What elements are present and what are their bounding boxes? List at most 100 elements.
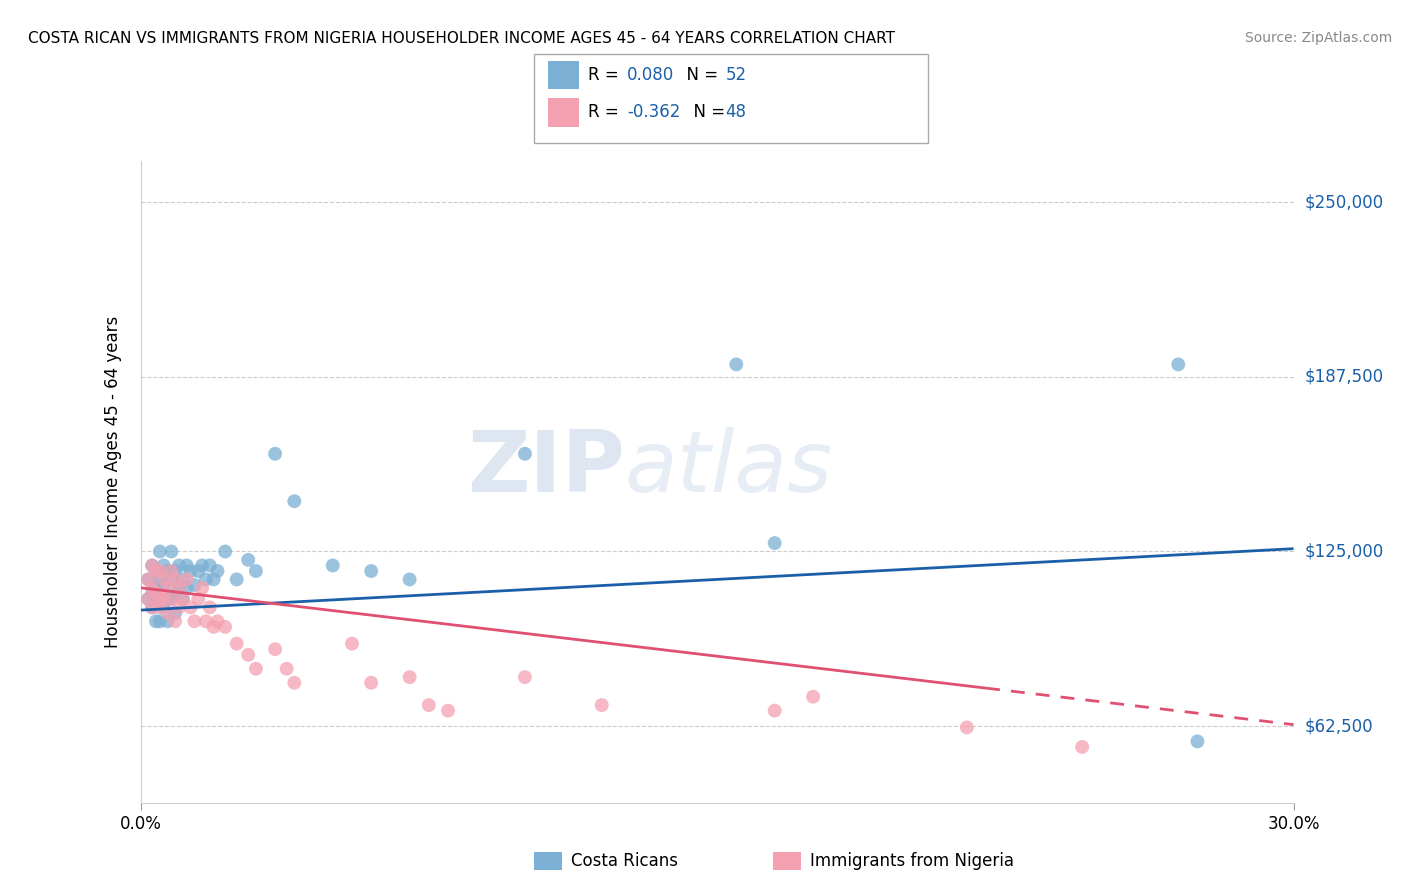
- Point: [136, 591, 159, 606]
- Point: [1167, 358, 1189, 372]
- Point: [191, 581, 214, 595]
- Point: [198, 558, 221, 573]
- Point: [149, 544, 172, 558]
- Text: Costa Ricans: Costa Ricans: [571, 852, 678, 870]
- Point: [183, 578, 205, 592]
- Text: $62,500: $62,500: [1305, 717, 1374, 735]
- Point: [1071, 739, 1094, 754]
- Point: [245, 564, 267, 578]
- Point: [180, 564, 202, 578]
- Y-axis label: Householder Income Ages 45 - 64 years: Householder Income Ages 45 - 64 years: [104, 316, 122, 648]
- Point: [187, 591, 209, 606]
- Point: [264, 642, 287, 657]
- Point: [187, 564, 209, 578]
- Point: [194, 573, 217, 587]
- Text: $250,000: $250,000: [1305, 194, 1384, 211]
- Point: [763, 704, 786, 718]
- Point: [152, 578, 174, 592]
- Point: [141, 558, 163, 573]
- Text: Immigrants from Nigeria: Immigrants from Nigeria: [810, 852, 1014, 870]
- Point: [172, 591, 194, 606]
- Point: [398, 573, 420, 587]
- Text: ZIP: ZIP: [467, 427, 624, 510]
- Point: [156, 564, 179, 578]
- Point: [238, 553, 260, 567]
- Point: [725, 358, 748, 372]
- Text: 52: 52: [725, 66, 747, 84]
- Point: [152, 600, 174, 615]
- Point: [238, 648, 260, 662]
- Point: [141, 600, 163, 615]
- Point: [160, 591, 183, 606]
- Point: [149, 591, 172, 606]
- Text: $125,000: $125,000: [1305, 542, 1384, 560]
- Point: [202, 620, 225, 634]
- Point: [340, 637, 363, 651]
- Point: [283, 675, 305, 690]
- Text: 48: 48: [725, 103, 747, 121]
- Text: N =: N =: [683, 103, 731, 121]
- Point: [225, 573, 247, 587]
- Point: [156, 615, 179, 629]
- Point: [160, 591, 183, 606]
- Point: [264, 447, 287, 461]
- Point: [136, 591, 159, 606]
- Point: [141, 558, 163, 573]
- Point: [207, 615, 229, 629]
- Text: $187,500: $187,500: [1305, 368, 1384, 386]
- Point: [194, 615, 217, 629]
- Point: [165, 586, 187, 600]
- Point: [176, 573, 198, 587]
- Point: [418, 698, 440, 712]
- Point: [180, 600, 202, 615]
- Point: [156, 606, 179, 620]
- Point: [141, 586, 163, 600]
- Point: [283, 494, 305, 508]
- Point: [165, 573, 187, 587]
- Point: [167, 581, 190, 595]
- Text: atlas: atlas: [624, 427, 832, 510]
- Point: [763, 536, 786, 550]
- Point: [167, 581, 190, 595]
- Point: [437, 704, 460, 718]
- Point: [149, 573, 172, 587]
- Point: [207, 564, 229, 578]
- Point: [198, 600, 221, 615]
- Point: [160, 564, 183, 578]
- Point: [165, 564, 187, 578]
- Point: [156, 591, 179, 606]
- Point: [141, 581, 163, 595]
- Point: [152, 573, 174, 587]
- Point: [167, 558, 190, 573]
- Point: [225, 637, 247, 651]
- Point: [156, 581, 179, 595]
- Point: [360, 564, 382, 578]
- Point: [149, 600, 172, 615]
- Point: [202, 573, 225, 587]
- Point: [214, 620, 236, 634]
- Point: [136, 573, 159, 587]
- Point: [398, 670, 420, 684]
- Point: [214, 544, 236, 558]
- Text: 0.080: 0.080: [627, 66, 675, 84]
- Point: [176, 558, 198, 573]
- Point: [145, 564, 167, 578]
- Point: [172, 591, 194, 606]
- Text: -0.362: -0.362: [627, 103, 681, 121]
- Text: N =: N =: [676, 66, 724, 84]
- Point: [149, 591, 172, 606]
- Point: [149, 564, 172, 578]
- Point: [145, 615, 167, 629]
- Point: [956, 720, 979, 734]
- Point: [145, 586, 167, 600]
- Point: [141, 600, 163, 615]
- Point: [149, 615, 172, 629]
- Point: [167, 600, 190, 615]
- Point: [165, 615, 187, 629]
- Point: [591, 698, 613, 712]
- Point: [136, 573, 159, 587]
- Point: [322, 558, 344, 573]
- Point: [152, 558, 174, 573]
- Point: [245, 662, 267, 676]
- Point: [176, 581, 198, 595]
